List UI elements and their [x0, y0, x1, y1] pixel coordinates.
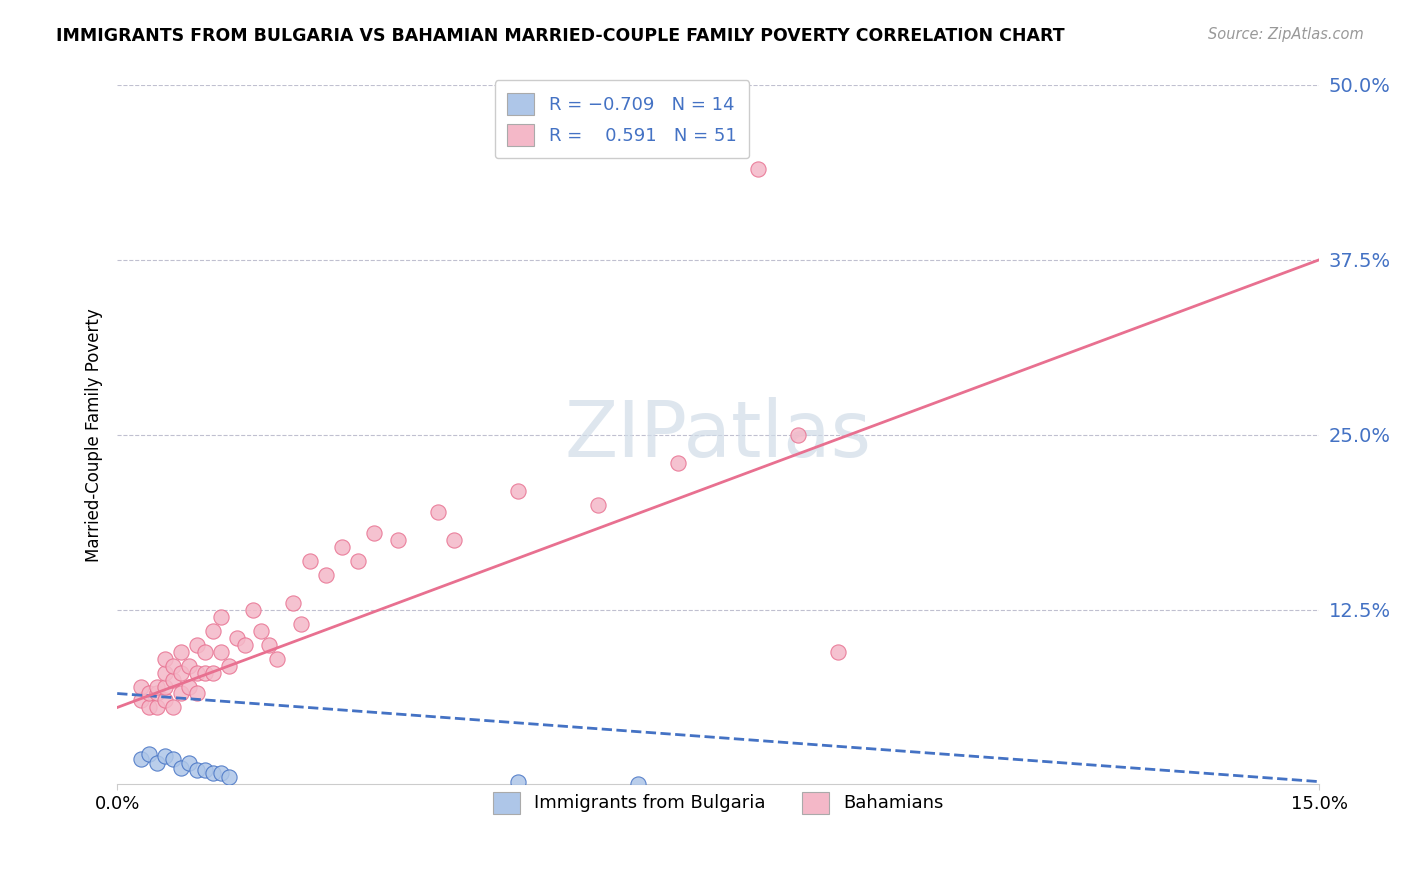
Point: [162, 658, 184, 673]
Point: [586, 498, 609, 512]
Point: [235, 638, 257, 652]
Point: [666, 456, 689, 470]
Point: [186, 638, 208, 652]
Point: [146, 686, 169, 700]
Point: [787, 427, 810, 442]
Point: [155, 665, 177, 680]
Point: [209, 766, 232, 780]
Legend: Immigrants from Bulgaria, Bahamians: Immigrants from Bulgaria, Bahamians: [482, 780, 955, 824]
Point: [747, 161, 769, 176]
Point: [179, 658, 201, 673]
Point: [363, 525, 385, 540]
Point: [209, 609, 232, 624]
Point: [218, 771, 240, 785]
Point: [194, 764, 217, 778]
Point: [170, 761, 193, 775]
Point: [162, 700, 184, 714]
Point: [155, 651, 177, 665]
Point: [202, 766, 225, 780]
Point: [146, 700, 169, 714]
Point: [138, 686, 160, 700]
Point: [315, 567, 337, 582]
Text: Source: ZipAtlas.com: Source: ZipAtlas.com: [1208, 27, 1364, 42]
Text: ZIPatlas: ZIPatlas: [565, 397, 872, 473]
Point: [138, 700, 160, 714]
Point: [155, 749, 177, 764]
Point: [827, 644, 849, 658]
Point: [170, 665, 193, 680]
Point: [218, 658, 240, 673]
Point: [443, 533, 465, 547]
Point: [179, 756, 201, 771]
Point: [146, 680, 169, 694]
Point: [129, 680, 152, 694]
Point: [627, 777, 650, 791]
Point: [202, 665, 225, 680]
Point: [298, 553, 321, 567]
Point: [194, 644, 217, 658]
Point: [186, 686, 208, 700]
Point: [506, 483, 529, 498]
Text: IMMIGRANTS FROM BULGARIA VS BAHAMIAN MARRIED-COUPLE FAMILY POVERTY CORRELATION C: IMMIGRANTS FROM BULGARIA VS BAHAMIAN MAR…: [56, 27, 1064, 45]
Point: [250, 624, 273, 638]
Point: [346, 553, 368, 567]
Point: [162, 752, 184, 766]
Point: [266, 651, 288, 665]
Point: [290, 616, 312, 631]
Point: [155, 680, 177, 694]
Point: [209, 644, 232, 658]
Point: [162, 673, 184, 687]
Point: [186, 665, 208, 680]
Point: [506, 774, 529, 789]
Y-axis label: Married-Couple Family Poverty: Married-Couple Family Poverty: [86, 308, 103, 562]
Point: [202, 624, 225, 638]
Point: [387, 533, 409, 547]
Point: [283, 596, 305, 610]
Point: [146, 756, 169, 771]
Point: [155, 693, 177, 707]
Point: [226, 631, 249, 645]
Point: [259, 638, 281, 652]
Point: [138, 747, 160, 761]
Point: [170, 686, 193, 700]
Point: [129, 752, 152, 766]
Point: [242, 602, 264, 616]
Point: [170, 644, 193, 658]
Point: [330, 540, 353, 554]
Point: [129, 693, 152, 707]
Point: [186, 764, 208, 778]
Point: [194, 665, 217, 680]
Point: [426, 505, 449, 519]
Point: [179, 680, 201, 694]
